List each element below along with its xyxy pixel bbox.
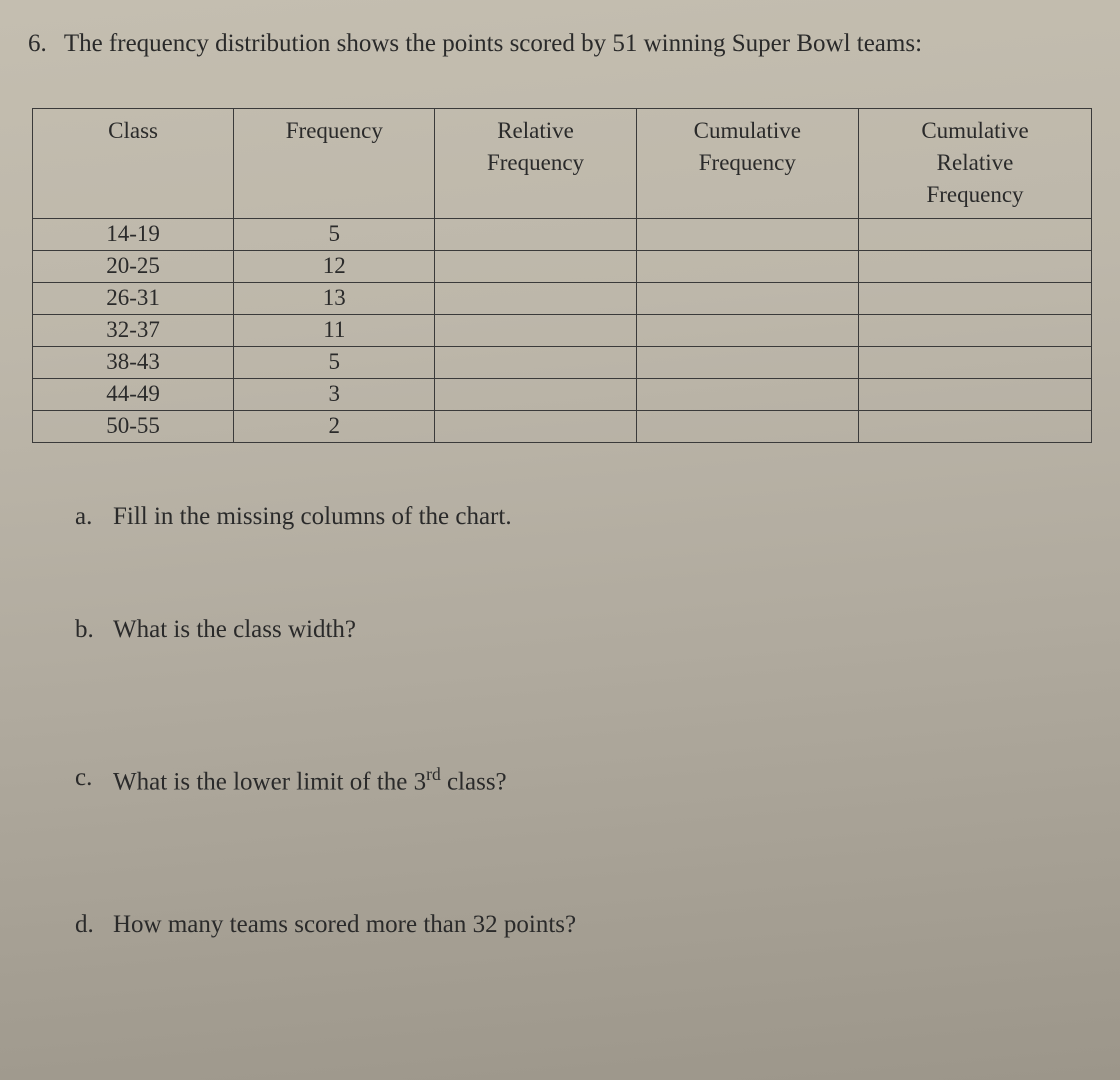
cell-cumulative-frequency: [636, 378, 858, 410]
cell-relative-frequency: [435, 410, 636, 442]
sub-q-letter-a: a.: [75, 503, 113, 531]
cell-class: 20-25: [33, 250, 234, 282]
cell-relative-frequency: [435, 346, 636, 378]
col-header-cumulative-relative-frequency: CumulativeRelativeFrequency: [858, 109, 1091, 219]
cell-cumulative-relative-frequency: [858, 410, 1091, 442]
sub-q-letter-b: b.: [75, 616, 113, 644]
sub-q-text-c: What is the lower limit of the 3rd class…: [113, 764, 507, 796]
cell-cumulative-frequency: [636, 346, 858, 378]
col-header-class: Class: [33, 109, 234, 219]
col-header-relative-frequency: RelativeFrequency: [435, 109, 636, 219]
table-row: 32-3711: [33, 314, 1092, 346]
cell-cumulative-frequency: [636, 282, 858, 314]
cell-cumulative-relative-frequency: [858, 282, 1091, 314]
cell-cumulative-relative-frequency: [858, 346, 1091, 378]
cell-relative-frequency: [435, 250, 636, 282]
col-header-cumulative-frequency: CumulativeFrequency: [636, 109, 858, 219]
cell-frequency: 11: [234, 314, 435, 346]
cell-relative-frequency: [435, 314, 636, 346]
sub-question-d: d. How many teams scored more than 32 po…: [75, 911, 1100, 939]
cell-frequency: 2: [234, 410, 435, 442]
cell-relative-frequency: [435, 282, 636, 314]
cell-frequency: 13: [234, 282, 435, 314]
cell-class: 26-31: [33, 282, 234, 314]
cell-relative-frequency: [435, 218, 636, 250]
sub-questions: a. Fill in the missing columns of the ch…: [20, 503, 1100, 939]
question-header: 6. The frequency distribution shows the …: [20, 30, 1100, 58]
cell-cumulative-relative-frequency: [858, 314, 1091, 346]
cell-relative-frequency: [435, 378, 636, 410]
sub-q-letter-d: d.: [75, 911, 113, 939]
cell-class: 38-43: [33, 346, 234, 378]
table-row: 50-552: [33, 410, 1092, 442]
table-row: 14-195: [33, 218, 1092, 250]
table-row: 20-2512: [33, 250, 1092, 282]
sub-q-text-a: Fill in the missing columns of the chart…: [113, 503, 512, 531]
sub-q-text-b: What is the class width?: [113, 616, 356, 644]
frequency-table: Class Frequency RelativeFrequency Cumula…: [32, 108, 1092, 443]
cell-cumulative-frequency: [636, 410, 858, 442]
cell-class: 44-49: [33, 378, 234, 410]
cell-cumulative-relative-frequency: [858, 218, 1091, 250]
cell-cumulative-frequency: [636, 314, 858, 346]
cell-frequency: 3: [234, 378, 435, 410]
cell-frequency: 12: [234, 250, 435, 282]
table-row: 44-493: [33, 378, 1092, 410]
cell-cumulative-relative-frequency: [858, 378, 1091, 410]
cell-cumulative-frequency: [636, 250, 858, 282]
cell-class: 14-19: [33, 218, 234, 250]
sub-q-letter-c: c.: [75, 764, 113, 796]
table-header-row: Class Frequency RelativeFrequency Cumula…: [33, 109, 1092, 219]
question-number: 6.: [28, 30, 58, 58]
question-text: The frequency distribution shows the poi…: [64, 30, 922, 57]
cell-cumulative-relative-frequency: [858, 250, 1091, 282]
sub-question-c: c. What is the lower limit of the 3rd cl…: [75, 764, 1100, 796]
cell-class: 50-55: [33, 410, 234, 442]
sub-question-a: a. Fill in the missing columns of the ch…: [75, 503, 1100, 531]
cell-frequency: 5: [234, 346, 435, 378]
cell-frequency: 5: [234, 218, 435, 250]
col-header-frequency: Frequency: [234, 109, 435, 219]
sub-question-b: b. What is the class width?: [75, 616, 1100, 644]
sub-q-text-d: How many teams scored more than 32 point…: [113, 911, 576, 939]
cell-cumulative-frequency: [636, 218, 858, 250]
table-row: 38-435: [33, 346, 1092, 378]
table-row: 26-3113: [33, 282, 1092, 314]
cell-class: 32-37: [33, 314, 234, 346]
